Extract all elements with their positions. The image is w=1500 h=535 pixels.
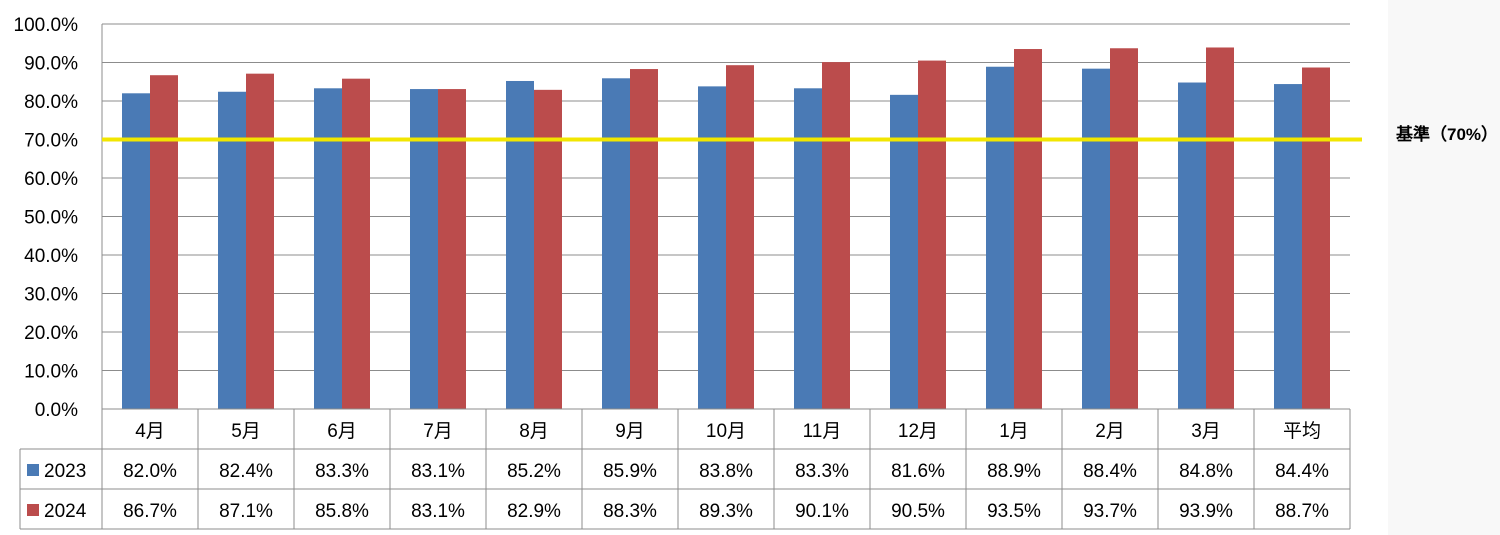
- data-label: 83.3%: [315, 461, 369, 482]
- data-label: 86.7%: [123, 501, 177, 522]
- bar-2024: [1302, 67, 1330, 409]
- x-category-label: 8月: [519, 421, 549, 442]
- x-category-label: 4月: [135, 421, 165, 442]
- bar-2023: [602, 78, 630, 409]
- data-label: 93.5%: [987, 501, 1041, 522]
- data-label: 84.4%: [1275, 461, 1329, 482]
- reference-line-label: 基準（70%）: [1395, 124, 1498, 144]
- data-label: 89.3%: [699, 501, 753, 522]
- right-margin-strip: [1388, 0, 1500, 535]
- bar-2024: [1014, 49, 1042, 410]
- bar-2023: [986, 66, 1014, 410]
- bar-2024: [246, 73, 274, 409]
- bar-2023: [1178, 82, 1206, 410]
- data-label: 88.9%: [987, 461, 1041, 482]
- data-label: 90.5%: [891, 501, 945, 522]
- bar-2024: [150, 75, 178, 409]
- bar-2024: [1206, 47, 1234, 410]
- legend-key-2024: [27, 504, 39, 516]
- data-label: 82.4%: [219, 461, 273, 482]
- data-label: 90.1%: [795, 501, 849, 522]
- bar-2024: [342, 78, 370, 410]
- x-category-label: 2月: [1095, 421, 1125, 442]
- y-tick-label: 50.0%: [24, 208, 78, 229]
- x-category-label: 12月: [898, 421, 938, 442]
- bar-2023: [506, 80, 534, 409]
- x-category-label: 3月: [1191, 421, 1221, 442]
- bar-2023: [218, 91, 246, 409]
- bar-2023: [890, 94, 918, 409]
- data-label: 82.0%: [123, 461, 177, 482]
- x-category-label: 6月: [327, 421, 357, 442]
- bar-2023: [1274, 84, 1302, 409]
- data-label: 93.7%: [1083, 501, 1137, 522]
- y-tick-label: 20.0%: [24, 323, 78, 344]
- x-category-label: 1月: [999, 421, 1029, 442]
- data-label: 82.9%: [507, 501, 561, 522]
- bar-2024: [1110, 48, 1138, 409]
- bar-2023: [122, 93, 150, 410]
- x-category-label: 11月: [803, 421, 842, 442]
- data-label: 83.1%: [411, 501, 465, 522]
- x-category-label: 10月: [706, 421, 746, 442]
- data-label: 87.1%: [219, 501, 273, 522]
- bar-2023: [410, 89, 438, 409]
- bar-2024: [534, 89, 562, 410]
- data-label: 83.1%: [411, 461, 465, 482]
- bar-2024: [918, 60, 946, 409]
- legend-label-2023: 2023: [44, 461, 86, 482]
- y-tick-label: 100.0%: [14, 15, 79, 36]
- y-tick-label: 80.0%: [24, 92, 78, 113]
- data-label: 85.9%: [603, 461, 657, 482]
- data-label: 83.8%: [699, 461, 753, 482]
- bar-2023: [794, 88, 822, 410]
- y-tick-label: 30.0%: [24, 285, 78, 306]
- y-tick-label: 10.0%: [24, 362, 78, 383]
- bar-2024: [438, 89, 466, 409]
- y-tick-label: 40.0%: [24, 246, 78, 267]
- bar-2023: [698, 86, 726, 410]
- legend-label-2024: 2024: [44, 501, 87, 522]
- bar-2023: [1082, 68, 1110, 409]
- y-tick-label: 70.0%: [24, 131, 78, 152]
- data-label: 85.8%: [315, 501, 369, 522]
- data-label: 88.3%: [603, 501, 657, 522]
- y-tick-label: 90.0%: [24, 54, 78, 75]
- y-tick-label: 60.0%: [24, 169, 78, 190]
- bar-2024: [630, 69, 658, 410]
- x-category-label: 平均: [1283, 420, 1321, 442]
- y-tick-label: 0.0%: [35, 400, 78, 421]
- data-label: 84.8%: [1179, 461, 1233, 482]
- bar-2024: [726, 65, 754, 409]
- bar-2024: [822, 62, 850, 410]
- data-label: 93.9%: [1179, 501, 1233, 522]
- legend-key-2023: [27, 464, 39, 476]
- data-label: 81.6%: [891, 461, 945, 482]
- bar-2023: [314, 88, 342, 410]
- data-label: 88.7%: [1275, 501, 1329, 522]
- x-category-label: 5月: [231, 421, 261, 442]
- data-label: 83.3%: [795, 461, 849, 482]
- x-category-label: 7月: [423, 421, 453, 442]
- x-category-label: 9月: [615, 421, 645, 442]
- data-label: 88.4%: [1083, 461, 1137, 482]
- data-label: 85.2%: [507, 461, 561, 482]
